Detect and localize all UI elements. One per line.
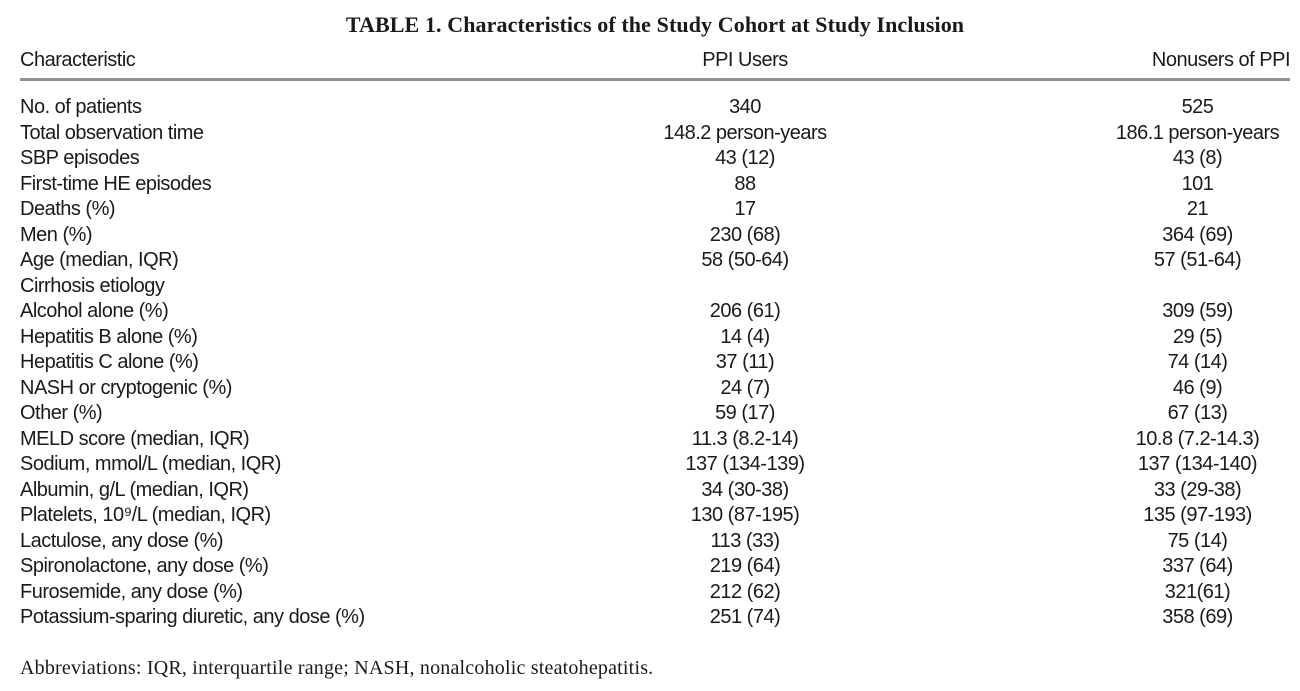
row-label: Spironolactone, any dose (%) <box>20 555 269 577</box>
ppi-value: 148.2 person-years <box>663 121 827 144</box>
ppi-value: 137 (134-139) <box>685 453 805 475</box>
row-label: Albumin, g/L (median, IQR) <box>20 478 249 501</box>
row-label: Total observation time <box>20 121 204 144</box>
abbreviations-footnote: Abbreviations: IQR, interquartile range;… <box>20 656 654 679</box>
table-row: First-time HE episodes 88 101 <box>20 172 1290 198</box>
table-row: No. of patients 340 525 <box>20 80 1290 121</box>
table-row: Total observation time 148.2 person-year… <box>20 121 1290 147</box>
table-row: Furosemide, any dose (%) 212 (62) 321(61… <box>20 580 1290 606</box>
row-label: Men (%) <box>20 223 93 246</box>
nonuser-value: 309 (59) <box>1162 300 1233 322</box>
table-row: Spironolactone, any dose (%) 219 (64) 33… <box>20 554 1290 580</box>
table-row: NASH or cryptogenic (%) 24 (7) 46 (9) <box>20 376 1290 402</box>
nonuser-value: 525 <box>1181 96 1214 118</box>
nonuser-value: 364 (69) <box>1162 223 1233 246</box>
nonuser-value: 21 <box>1186 198 1209 220</box>
table-row: Lactulose, any dose (%) 113 (33) 75 (14) <box>20 529 1290 555</box>
ppi-value: 58 (50-64) <box>701 249 789 271</box>
row-label: Cirrhosis etiology <box>20 274 165 297</box>
nonuser-value: 101 <box>1181 172 1214 195</box>
ppi-value: 43 (12) <box>715 147 775 169</box>
row-label: NASH or cryptogenic (%) <box>20 376 232 399</box>
table-row: Platelets, 10⁹/L (median, IQR) 130 (87-1… <box>20 503 1290 529</box>
nonuser-value: 74 (14) <box>1167 351 1228 373</box>
ppi-value: 14 (4) <box>720 325 770 348</box>
nonuser-value: 186.1 person-years <box>1115 121 1280 144</box>
row-label: Deaths (%) <box>20 198 116 220</box>
ppi-value: 206 (61) <box>709 300 781 322</box>
row-label: Age (median, IQR) <box>20 249 179 271</box>
ppi-value: 130 (87-195) <box>690 504 800 526</box>
table-row: Age (median, IQR) 58 (50-64) 57 (51-64) <box>20 248 1290 274</box>
nonuser-value: 46 (9) <box>1172 376 1223 399</box>
table-row: Cirrhosis etiology <box>20 274 1290 300</box>
nonuser-value: 358 (69) <box>1162 606 1233 628</box>
table-row: Other (%) 59 (17) 67 (13) <box>20 401 1290 427</box>
nonuser-value: 57 (51-64) <box>1153 249 1242 271</box>
ppi-value: 34 (30-38) <box>701 478 789 501</box>
nonuser-value: 67 (13) <box>1167 402 1228 424</box>
nonuser-value: 43 (8) <box>1172 147 1223 169</box>
nonuser-value: 321(61) <box>1164 580 1231 603</box>
ppi-value: 11.3 (8.2-14) <box>691 427 799 450</box>
nonuser-value: 29 (5) <box>1172 325 1223 348</box>
row-label: MELD score (median, IQR) <box>20 427 250 450</box>
ppi-value: 219 (64) <box>709 555 781 577</box>
ppi-value: 88 <box>734 172 756 195</box>
ppi-value: 230 (68) <box>709 223 781 246</box>
table-row: Deaths (%) 17 21 <box>20 197 1290 223</box>
table-row: Sodium, mmol/L (median, IQR) 137 (134-13… <box>20 452 1290 478</box>
nonuser-value: 75 (14) <box>1167 529 1228 552</box>
ppi-value: 251 (74) <box>709 606 781 628</box>
ppi-value: 340 <box>729 96 761 118</box>
nonuser-value: 137 (134-140) <box>1137 453 1258 475</box>
header-row: Characteristic PPI Users Nonusers of PPI <box>20 44 1291 81</box>
ppi-value: 24 (7) <box>720 376 770 399</box>
nonuser-value: 337 (64) <box>1162 555 1233 577</box>
row-label: Alcohol alone (%) <box>20 300 169 322</box>
row-label: First-time HE episodes <box>20 172 212 195</box>
table-header: Characteristic PPI Users Nonusers of PPI <box>20 44 1291 81</box>
table-body: No. of patients 340 525 Total observatio… <box>20 80 1290 631</box>
table-row: Albumin, g/L (median, IQR) 34 (30-38) 33… <box>20 478 1290 504</box>
row-label: No. of patients <box>20 96 142 118</box>
table-row: Hepatitis B alone (%) 14 (4) 29 (5) <box>20 325 1290 351</box>
row-label: Hepatitis C alone (%) <box>20 351 199 373</box>
table-row: SBP episodes 43 (12) 43 (8) <box>20 146 1290 172</box>
table-row: MELD score (median, IQR) 11.3 (8.2-14) 1… <box>20 427 1290 453</box>
table-row: Hepatitis C alone (%) 37 (11) 74 (14) <box>20 350 1290 376</box>
row-label: SBP episodes <box>20 147 140 169</box>
ppi-value <box>505 274 1025 300</box>
column-header-characteristic: Characteristic <box>20 44 505 81</box>
row-label: Sodium, mmol/L (median, IQR) <box>20 453 281 475</box>
ppi-value: 37 (11) <box>715 351 775 373</box>
ppi-value: 17 <box>734 198 756 220</box>
ppi-value: 59 (17) <box>715 402 775 424</box>
column-header-nonusers: Nonusers of PPI <box>1025 44 1291 81</box>
table-row: Men (%) 230 (68) 364 (69) <box>20 223 1290 249</box>
row-label: Platelets, 10⁹/L (median, IQR) <box>20 504 271 526</box>
table-row: Potassium-sparing diuretic, any dose (%)… <box>20 605 1290 631</box>
table-row: Alcohol alone (%) 206 (61) 309 (59) <box>20 299 1290 325</box>
table-title: TABLE 1. Characteristics of the Study Co… <box>345 12 965 37</box>
nonuser-value <box>1025 274 1290 300</box>
nonuser-value: 135 (97-193) <box>1143 504 1252 526</box>
nonuser-value: 10.8 (7.2-14.3) <box>1135 427 1260 450</box>
row-label: Hepatitis B alone (%) <box>20 325 198 348</box>
ppi-value: 212 (62) <box>709 580 781 603</box>
row-label: Other (%) <box>20 402 103 424</box>
nonuser-value: 33 (29-38) <box>1153 478 1242 501</box>
row-label: Potassium-sparing diuretic, any dose (%) <box>20 606 365 628</box>
cohort-table: Characteristic PPI Users Nonusers of PPI… <box>20 44 1291 631</box>
ppi-value: 113 (33) <box>710 529 780 552</box>
row-label: Lactulose, any dose (%) <box>20 529 224 552</box>
row-label: Furosemide, any dose (%) <box>20 580 243 603</box>
column-header-ppi-users: PPI Users <box>505 44 1025 81</box>
